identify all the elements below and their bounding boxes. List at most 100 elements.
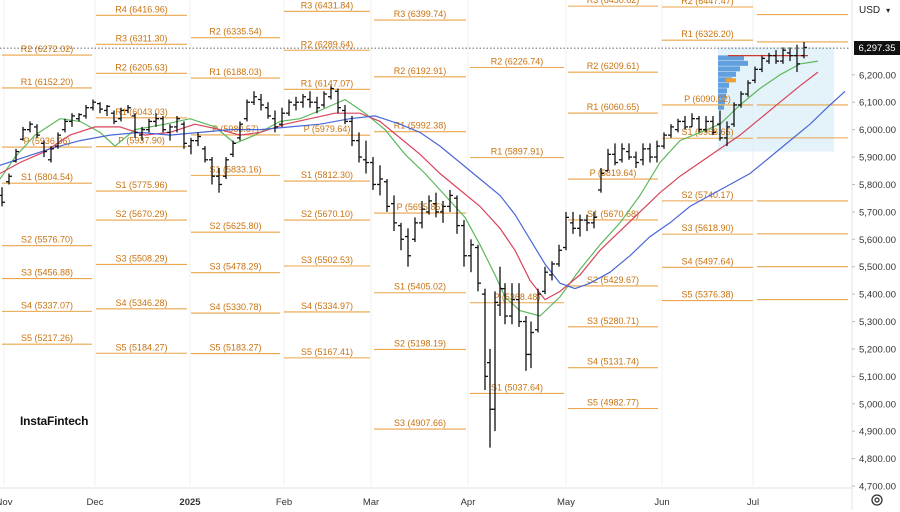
- ohlc-bar: [125, 104, 131, 114]
- y-axis-tick-label: 5,100.00: [859, 372, 896, 383]
- pivot-level-label: S2 (5198.19): [394, 338, 446, 348]
- ohlc-bar: [745, 80, 751, 97]
- pivot-level-label: S4 (5334.97): [301, 301, 353, 311]
- ohlc-bar: [118, 107, 124, 122]
- pivot-level-label: R1 (6188.03): [209, 67, 262, 77]
- ohlc-bar: [482, 288, 488, 391]
- pivot-level-label: R1 (6326.20): [681, 29, 734, 39]
- y-axis-tick-label: 5,400.00: [859, 290, 896, 301]
- y-axis: 4,700.00 4,800.00 4,900.00 5,000.00 5,100.00…: [852, 70, 896, 493]
- moving-average-line: [0, 90, 846, 290]
- ohlc-bar: [111, 110, 117, 125]
- ohlc-bar: [167, 124, 173, 141]
- moving-averages-layer: [0, 60, 846, 317]
- ohlc-bar: [279, 107, 285, 127]
- pivot-level-label: S3 (5456.88): [21, 268, 73, 278]
- ohlc-bar: [598, 168, 604, 193]
- pivot-level-label: R3 (6399.74): [394, 9, 447, 19]
- pivot-level-label: S2 (5740.17): [681, 190, 733, 200]
- ohlc-bar: [570, 211, 576, 234]
- ohlc-bar: [27, 121, 33, 133]
- ohlc-bar: [461, 220, 467, 267]
- ohlc-bar: [591, 211, 597, 229]
- pivot-level-label: R4 (6416.96): [115, 4, 168, 14]
- ohlc-bar: [76, 113, 82, 122]
- pivot-level-label: R2 (6289.64): [301, 39, 354, 49]
- ohlc-bar: [209, 157, 215, 185]
- pivot-level-label: S3 (5502.53): [301, 255, 353, 265]
- pivot-level-label: R2 (6205.63): [115, 62, 168, 72]
- pivot-level-label: S4 (5346.28): [115, 298, 167, 308]
- chevron-down-icon: ▾: [886, 5, 891, 15]
- ohlc-bar: [528, 321, 534, 369]
- ohlc-bar: [20, 126, 26, 141]
- pivot-level-label: R1 (6043.03): [115, 107, 168, 117]
- volume-profile-bar: [718, 71, 736, 77]
- ohlc-bar: [654, 140, 660, 163]
- pivot-level-label: R1 (6060.65): [587, 102, 640, 112]
- volume-profile-bar: [718, 93, 726, 99]
- ohlc-bar: [335, 88, 341, 114]
- ohlc-bar: [509, 283, 515, 325]
- x-axis-tick-label: Jun: [654, 497, 669, 508]
- ohlc-bar: [160, 115, 166, 133]
- ohlc-bar: [447, 189, 453, 212]
- ohlc-bar: [717, 110, 723, 141]
- ohlc-bar: [487, 348, 493, 448]
- pivot-level-label: P (5368.48): [494, 292, 541, 302]
- ohlc-bar: [787, 47, 793, 62]
- ohlc-bar: [48, 146, 54, 163]
- pivot-level-label: R1 (5992.38): [394, 121, 447, 131]
- ohlc-bar: [195, 132, 201, 147]
- pivot-level-label: S2 (5670.29): [115, 209, 167, 219]
- y-axis-tick-label: 5,700.00: [859, 207, 896, 218]
- pivot-level-label: S2 (5670.10): [301, 209, 353, 219]
- pivot-level-label: S4 (5131.74): [587, 357, 639, 367]
- pivot-level-label: S3 (5508.29): [115, 253, 167, 263]
- ohlc-bar: [300, 94, 306, 108]
- ohlc-bar: [640, 143, 646, 166]
- currency-selector[interactable]: USD ▾: [853, 2, 897, 18]
- ohlc-bar: [412, 217, 418, 243]
- ohlc-bar: [174, 115, 180, 133]
- ohlc-bar: [516, 283, 522, 328]
- pivot-level-label: S2 (5429.67): [587, 275, 639, 285]
- ohlc-bar: [759, 55, 765, 73]
- pivot-level-label: R1 (5897.91): [491, 147, 544, 157]
- ohlc-bar: [230, 140, 236, 158]
- pivot-level-label: S1 (5968.65): [681, 127, 733, 137]
- pivot-level-label: R2 (6272.02): [21, 44, 74, 54]
- ohlc-bar: [370, 157, 376, 190]
- ohlc-bar: [293, 96, 299, 111]
- y-axis-tick-label: 4,900.00: [859, 427, 896, 438]
- ohlc-bar: [710, 115, 716, 136]
- currency-label: USD: [859, 4, 881, 16]
- ohlc-bar: [682, 115, 688, 130]
- y-axis-tick-label: 5,500.00: [859, 262, 896, 273]
- pivot-level-label: S3 (4907.66): [394, 418, 446, 428]
- ohlc-bar: [523, 316, 529, 371]
- ohlc-bar: [626, 143, 632, 160]
- ohlc-bar: [188, 137, 194, 155]
- pivot-level-label: S1 (5037.64): [491, 382, 543, 392]
- ohlc-bar: [468, 239, 474, 273]
- x-axis-tick-label: May: [557, 497, 575, 508]
- ohlc-bar: [216, 168, 222, 193]
- settings-gear-icon[interactable]: [870, 493, 884, 507]
- ohlc-bar: [391, 195, 397, 232]
- y-axis-tick-label: 4,700.00: [859, 482, 896, 493]
- ohlc-bar: [272, 110, 278, 133]
- ohlc-bar: [307, 91, 313, 108]
- pivot-level-label: P (5980.57): [212, 124, 259, 134]
- ohlc-bar: [703, 115, 709, 133]
- x-axis-tick-label: 2025: [179, 497, 201, 508]
- ohlc-bar: [265, 102, 271, 119]
- x-axis-tick-label: Dec: [87, 497, 104, 508]
- pivot-level-label: S3 (5478.29): [209, 262, 261, 272]
- pivot-level-label: R2 (6192.91): [394, 66, 447, 76]
- ohlc-bar: [349, 115, 355, 147]
- ohlc-bar: [619, 143, 625, 163]
- ohlc-bar: [13, 148, 19, 163]
- volume-profile-bar: [718, 82, 729, 88]
